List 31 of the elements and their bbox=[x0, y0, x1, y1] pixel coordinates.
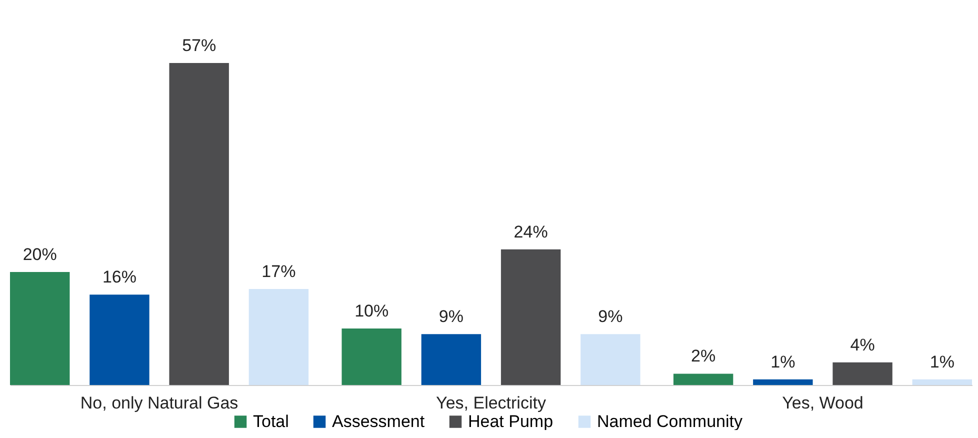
legend-label: Heat Pump bbox=[468, 412, 554, 431]
legend-label: Assessment bbox=[332, 412, 425, 431]
data-label: 9% bbox=[438, 307, 464, 326]
data-label: 24% bbox=[514, 222, 548, 242]
bar bbox=[832, 362, 892, 385]
bar bbox=[169, 63, 229, 385]
data-label: 16% bbox=[102, 268, 136, 287]
bar bbox=[500, 249, 561, 385]
x-tick-label: No, only Natural Gas bbox=[80, 394, 238, 412]
data-label: 20% bbox=[22, 245, 57, 264]
bar bbox=[248, 288, 309, 385]
data-label: 2% bbox=[691, 346, 716, 366]
bar bbox=[90, 294, 150, 385]
x-tick-label: Yes, Wood bbox=[782, 394, 864, 412]
bar bbox=[421, 334, 482, 385]
legend-label: Named Community bbox=[597, 412, 743, 431]
bar bbox=[342, 328, 402, 385]
data-label: 10% bbox=[354, 302, 389, 321]
data-label: 17% bbox=[262, 262, 296, 281]
bar bbox=[580, 334, 640, 385]
data-label: 9% bbox=[598, 307, 623, 326]
bar bbox=[912, 379, 972, 385]
bar bbox=[673, 374, 734, 385]
data-label: 57% bbox=[182, 36, 216, 55]
legend-label: Total bbox=[253, 412, 289, 431]
data-label: 1% bbox=[770, 352, 796, 372]
x-tick-label: Yes, Electricity bbox=[436, 394, 546, 412]
bar bbox=[10, 272, 70, 385]
bar bbox=[753, 379, 813, 385]
data-label: 1% bbox=[930, 352, 954, 372]
data-label: 4% bbox=[850, 335, 875, 354]
